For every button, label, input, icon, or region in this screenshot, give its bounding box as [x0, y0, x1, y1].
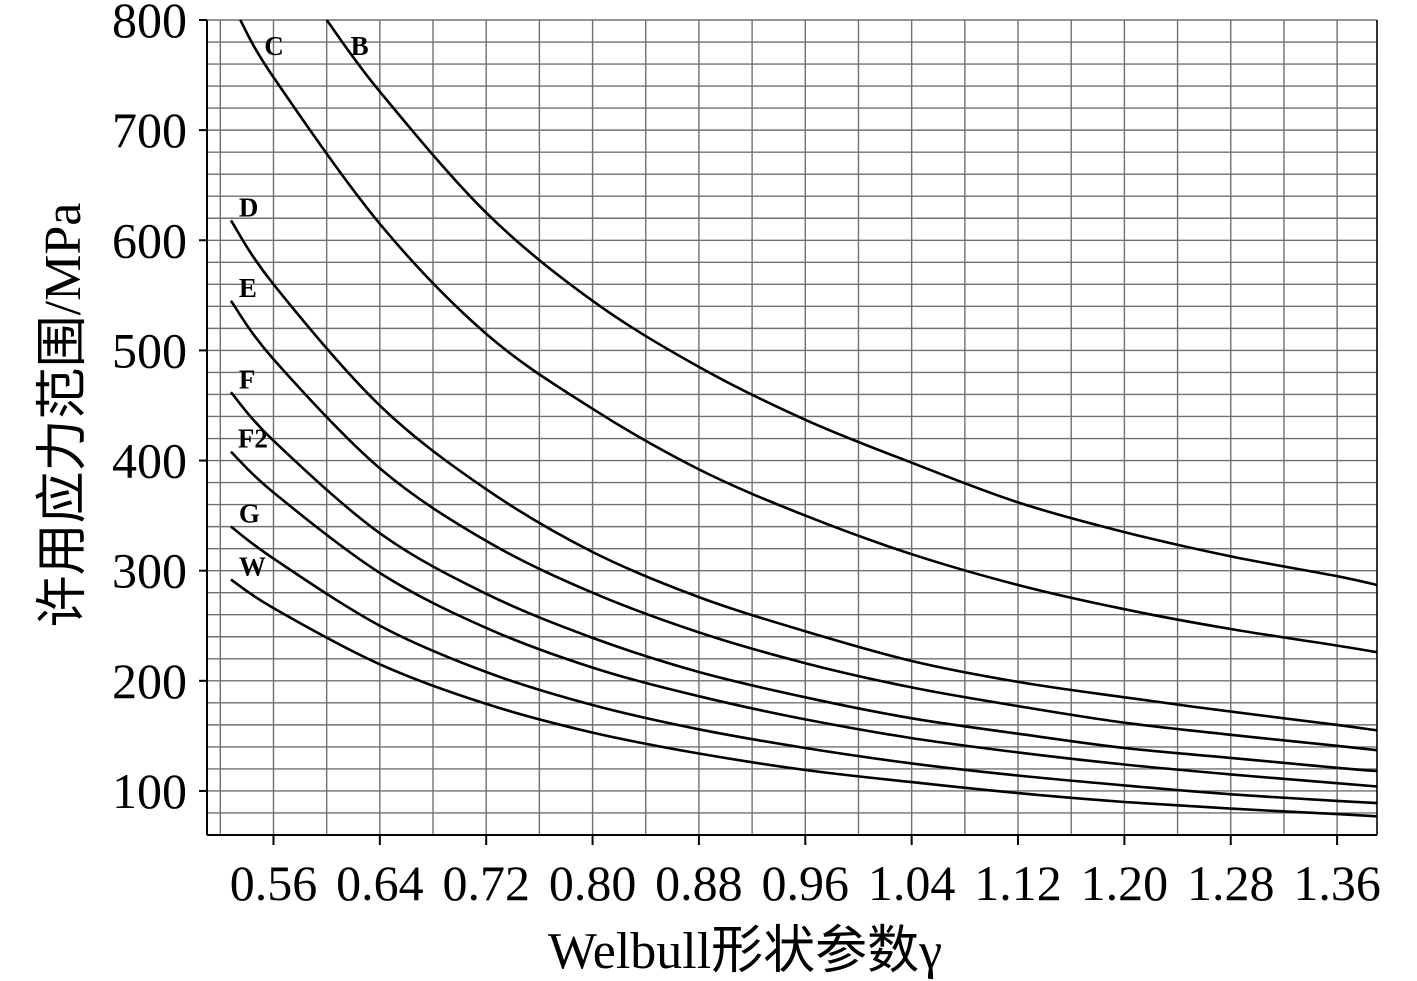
plot-frame — [206, 20, 1378, 836]
curve-g — [230, 525, 1378, 805]
x-tick-label: 0.80 — [549, 855, 637, 911]
x-tick-label: 1.28 — [1187, 855, 1275, 911]
series-curves — [229, 19, 1378, 818]
curve-label-b: B — [351, 31, 369, 61]
y-axis: 100 200 300 400 500 600 700 800 — [112, 0, 207, 819]
x-tick-label: 0.64 — [336, 855, 424, 911]
curve-label-e: E — [239, 273, 257, 303]
curve-label-d: D — [239, 192, 259, 222]
curve-c — [239, 19, 1378, 654]
y-tick-label: 800 — [112, 0, 187, 48]
x-tick-label: 1.04 — [868, 855, 956, 911]
x-axis: 0.56 0.64 0.72 0.80 0.88 0.96 1.04 1.12 1.20 1.28… — [230, 835, 1381, 911]
x-tick-label: 0.88 — [655, 855, 743, 911]
x-axis-title: Welbull形状参数γ — [548, 923, 942, 980]
curve-d — [229, 219, 1378, 732]
y-tick-label: 100 — [112, 763, 187, 819]
grid — [207, 19, 1377, 835]
x-tick-label: 0.96 — [762, 855, 850, 911]
x-tick-label: 0.72 — [442, 855, 530, 911]
y-tick-label: 500 — [112, 322, 187, 378]
x-tick-label: 1.20 — [1081, 855, 1169, 911]
y-tick-label: 200 — [112, 653, 187, 709]
curve-label-f2: F2 — [238, 424, 268, 454]
curve-w — [230, 578, 1378, 818]
x-tick-label: 1.12 — [974, 855, 1062, 911]
y-tick-label: 300 — [112, 543, 187, 599]
curve-f — [229, 391, 1378, 773]
curve-label-c: C — [264, 31, 284, 61]
series-labels: B C D E F F2 GW — [238, 31, 369, 581]
curve-b — [325, 19, 1378, 587]
curve-f2 — [229, 450, 1378, 788]
curve-label-f: F — [239, 364, 256, 394]
x-tick-label: 0.56 — [230, 855, 318, 911]
y-tick-label: 600 — [112, 212, 187, 268]
curve-label-g: G — [239, 499, 260, 529]
x-tick-label: 1.36 — [1293, 855, 1381, 911]
curve-label-w: W — [239, 551, 266, 581]
y-tick-label: 700 — [112, 102, 187, 158]
curve-e — [229, 300, 1378, 752]
y-tick-label: 400 — [112, 433, 187, 489]
y-axis-title: 许用应力范围/MPa — [35, 203, 92, 628]
